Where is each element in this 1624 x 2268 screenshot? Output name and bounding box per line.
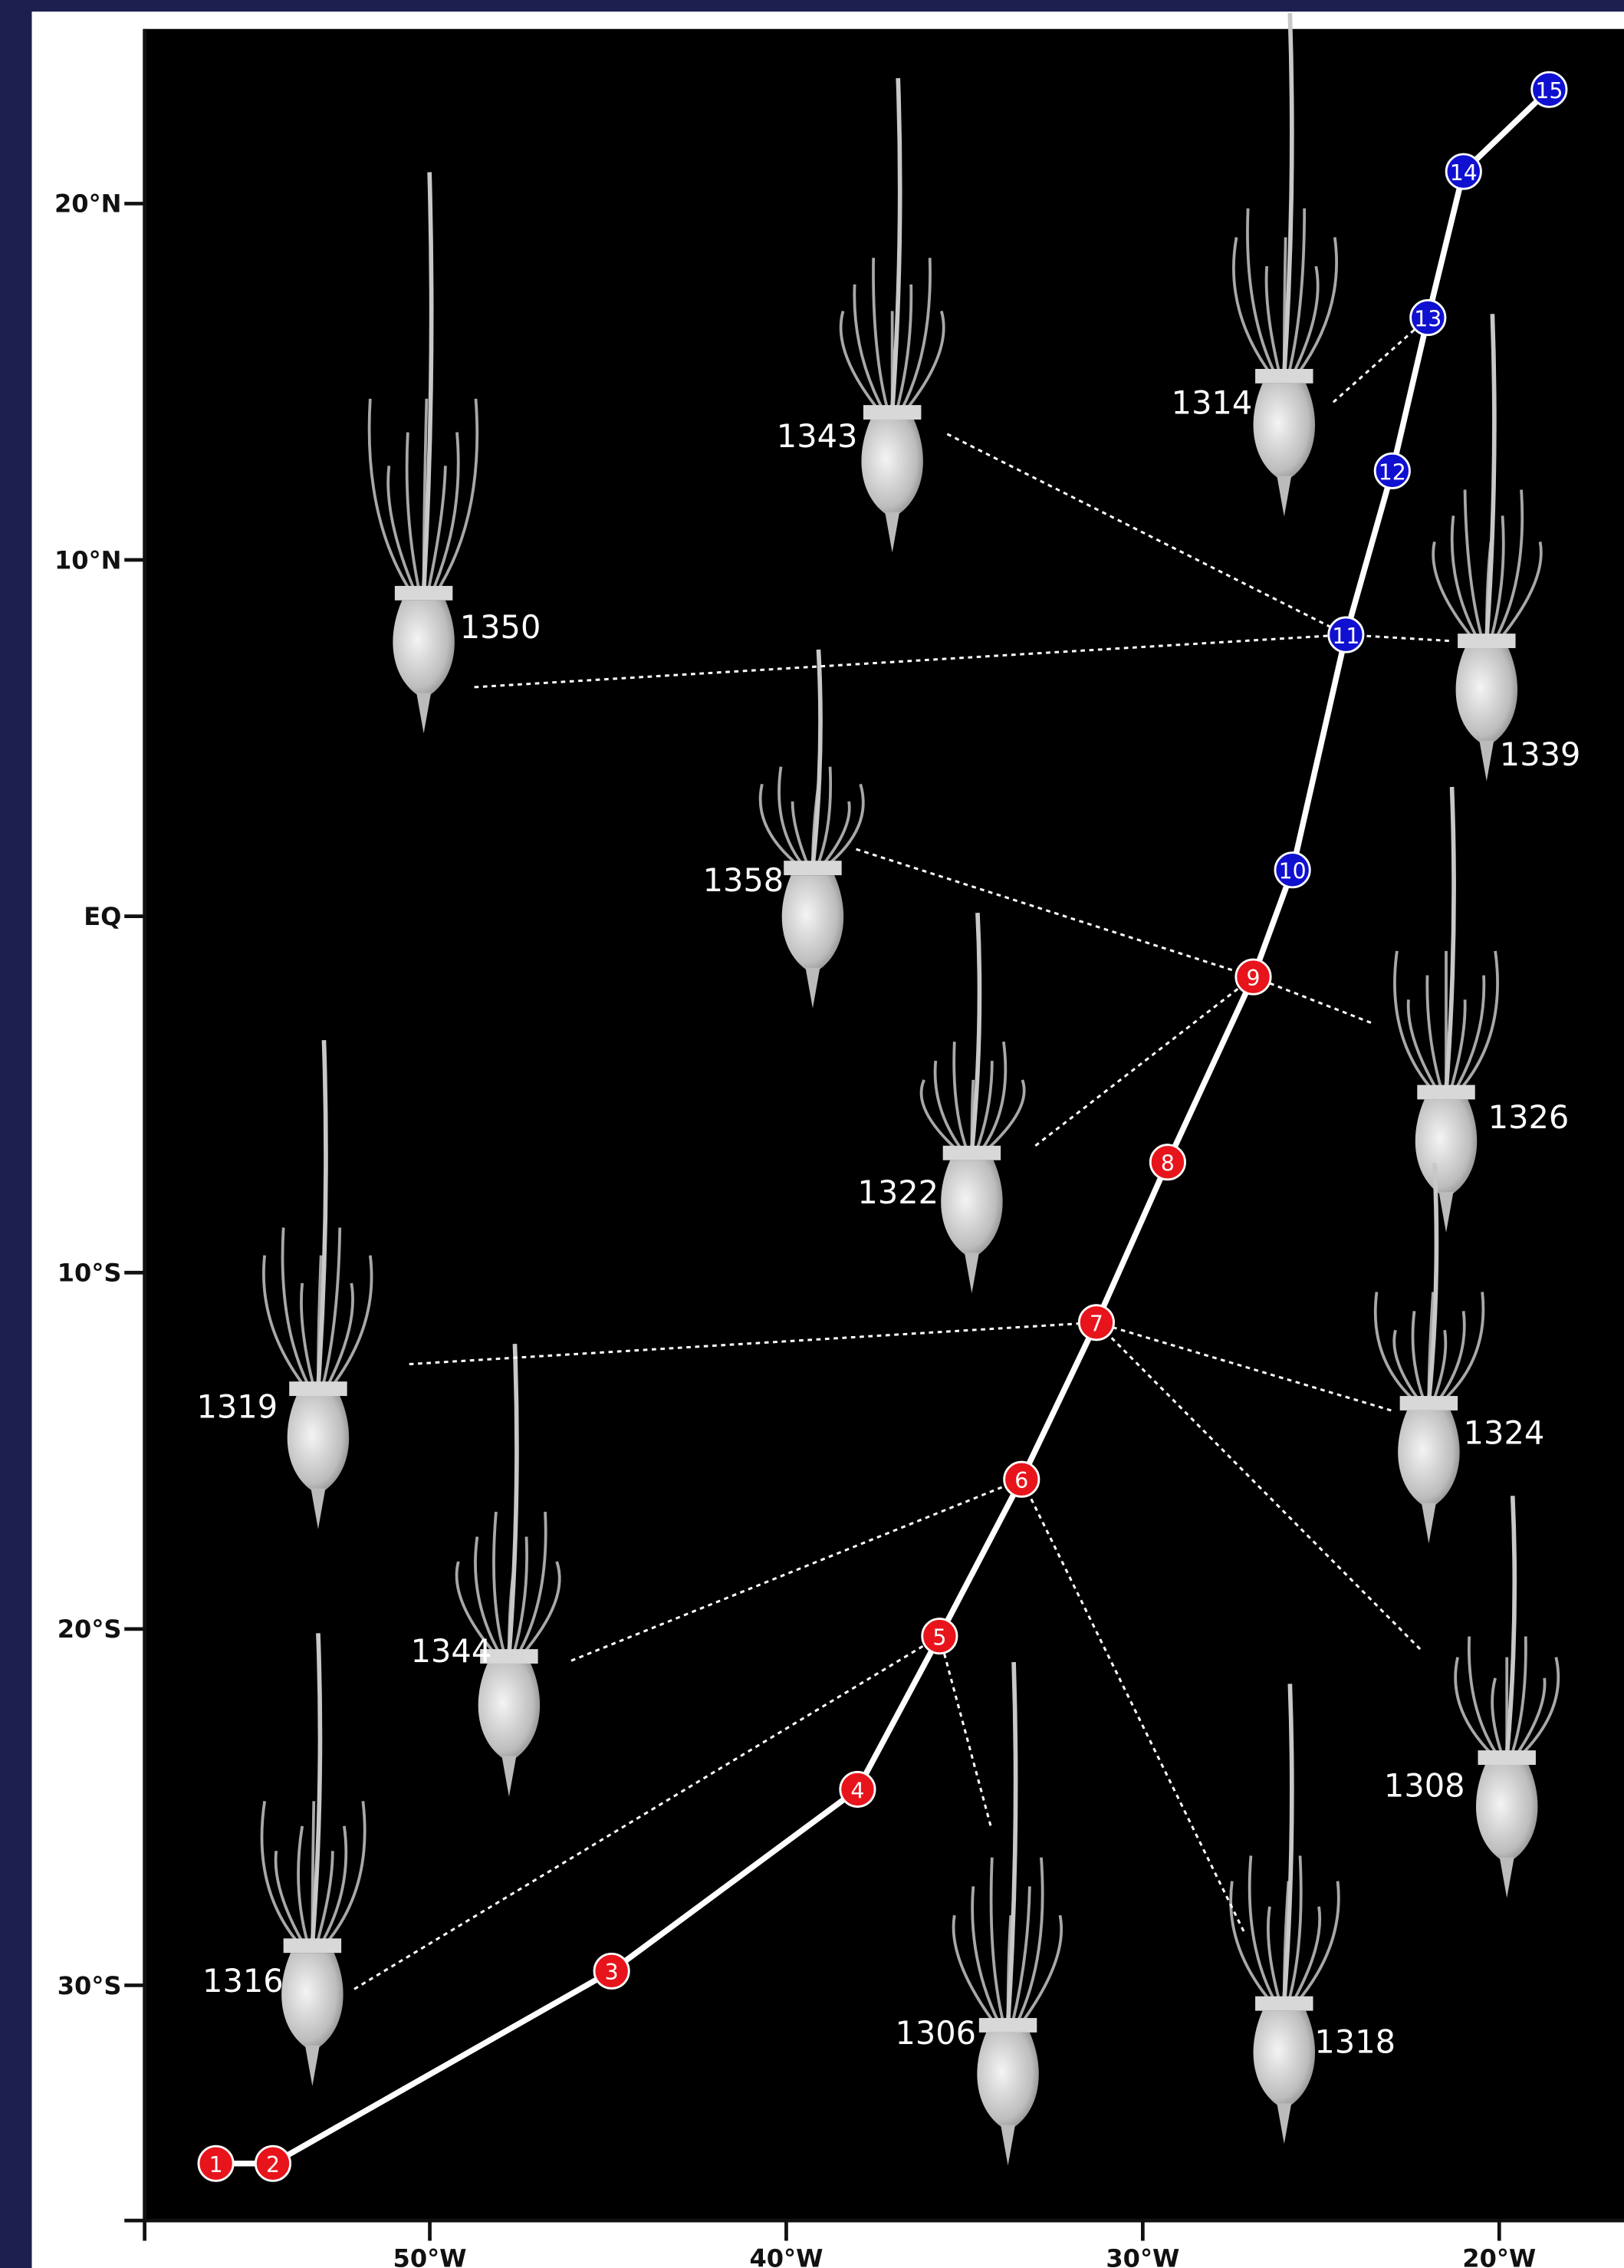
specimen-label: 1306 <box>895 2014 976 2052</box>
specimen-label: 1308 <box>1384 1766 1465 1804</box>
map-area <box>145 29 1624 2220</box>
collar <box>1255 1996 1313 2011</box>
station-label: 14 <box>1450 160 1478 186</box>
station-label: 6 <box>1014 1468 1028 1493</box>
specimen-label: 1314 <box>1172 383 1253 421</box>
station-label: 15 <box>1535 78 1563 104</box>
x-tick-label: 40°W <box>749 2243 823 2268</box>
station-label: 8 <box>1161 1151 1175 1177</box>
station-label: 13 <box>1414 306 1442 331</box>
station-label: 11 <box>1332 624 1359 649</box>
x-tick-label: 30°W <box>1106 2243 1179 2268</box>
specimen-label: 1350 <box>460 608 541 646</box>
specimen-label: 1322 <box>857 1174 939 1211</box>
specimen-label: 1318 <box>1314 2023 1396 2060</box>
specimen-label: 1319 <box>197 1387 278 1425</box>
collar <box>1417 1085 1474 1100</box>
station-label: 9 <box>1246 966 1260 991</box>
specimen-label: 1358 <box>703 861 784 899</box>
specimen-label: 1344 <box>411 1632 492 1670</box>
specimen-label: 1343 <box>777 417 858 455</box>
station-label: 12 <box>1379 459 1406 485</box>
collar <box>395 586 452 601</box>
station-label: 3 <box>605 1960 619 1985</box>
collar <box>943 1146 1001 1160</box>
collar <box>1478 1750 1536 1765</box>
collar <box>784 861 841 875</box>
collar <box>1458 634 1515 648</box>
y-tick-label: 20°S <box>58 1615 122 1644</box>
collar <box>863 405 921 420</box>
y-tick-label: 30°S <box>58 1971 122 2000</box>
figure: 1343131413501339135813261322131913241344… <box>0 0 1624 2268</box>
station-label: 10 <box>1279 859 1307 884</box>
specimen-label: 1316 <box>202 1962 284 2000</box>
station-label: 1 <box>209 2152 223 2177</box>
specimen-label: 1339 <box>1500 736 1581 773</box>
collar <box>284 1938 341 1953</box>
y-tick-label: EQ <box>84 902 121 931</box>
collar <box>1255 369 1313 383</box>
specimen-label: 1324 <box>1464 1414 1545 1451</box>
collar <box>979 2018 1037 2033</box>
collar <box>1400 1396 1458 1411</box>
x-tick-label: 20°W <box>1462 2243 1536 2268</box>
station-label: 7 <box>1090 1312 1103 1337</box>
y-tick-label: 10°N <box>54 545 121 574</box>
x-tick-label: 50°W <box>393 2243 467 2268</box>
y-tick-label: 20°N <box>54 189 121 219</box>
station-label: 2 <box>266 2152 280 2177</box>
station-label: 4 <box>850 1778 864 1803</box>
station-label: 5 <box>932 1625 946 1651</box>
specimen-label: 1326 <box>1488 1098 1570 1136</box>
y-tick-label: 10°S <box>58 1259 122 1288</box>
collar <box>289 1381 347 1396</box>
